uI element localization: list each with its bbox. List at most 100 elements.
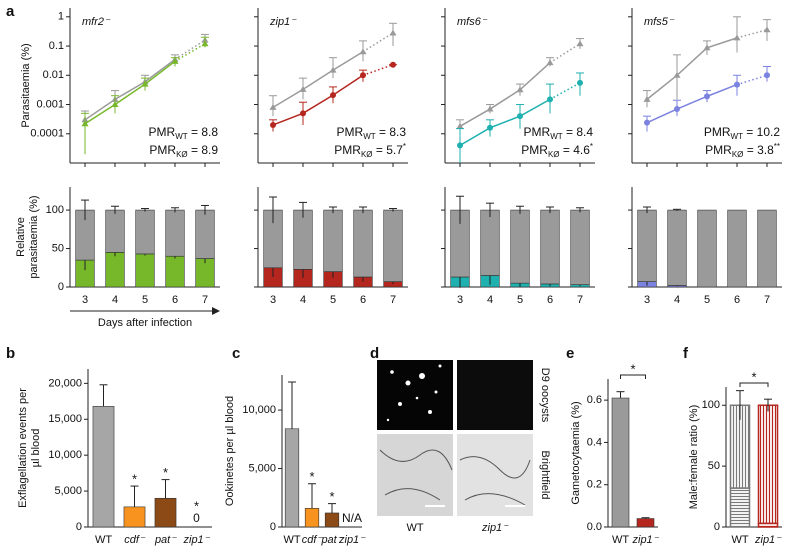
x-tick-label: 4 (112, 294, 118, 306)
bar-segment (135, 209, 155, 255)
x-tick-label: WT (283, 534, 300, 546)
marker (300, 110, 306, 117)
marker (299, 85, 307, 92)
panel-letter: e (566, 345, 574, 362)
significance: * (132, 472, 137, 487)
pmr-value: = 10.2 (743, 125, 780, 139)
y-axis-label: µl blood (30, 429, 42, 468)
pmr-significance: * (403, 142, 406, 151)
y-axis-label: Ookinetes per µl blood (224, 396, 236, 506)
bar-segment (195, 209, 215, 259)
chart-title: mfr2⁻ (82, 16, 111, 28)
fit-line (272, 74, 364, 126)
marker (733, 34, 741, 41)
y-tick-label: 0.001 (36, 98, 64, 110)
marker (81, 120, 89, 127)
bar-segment (757, 209, 777, 288)
x-tick-label: 3 (457, 294, 463, 306)
pmr-annotation: PMRWT = 8.3 (337, 125, 407, 141)
value-label: 0 (193, 511, 200, 525)
marker (673, 71, 681, 78)
bar-segment (637, 209, 657, 282)
marker (201, 40, 209, 47)
error-bar (161, 479, 170, 499)
panel-letter: f (683, 345, 689, 362)
marker (329, 66, 337, 73)
x-tick-label: zip1⁻ (632, 534, 660, 546)
error-bar (546, 206, 554, 214)
arrow-head (212, 307, 220, 315)
bar-segment (510, 209, 530, 284)
x-tick-label: 6 (547, 294, 553, 306)
fit-line (84, 60, 176, 125)
significance: * (194, 498, 199, 513)
marker (517, 113, 523, 120)
extrapolated-line (362, 63, 394, 76)
marker (734, 81, 740, 88)
error-bar (81, 112, 89, 155)
marker (576, 40, 584, 47)
error-bar (81, 199, 89, 221)
error-bar (328, 503, 336, 513)
error-bar (486, 202, 494, 217)
marker (457, 142, 463, 149)
extrapolated-line (736, 74, 768, 86)
error-bar (616, 391, 625, 399)
marker (547, 96, 553, 103)
x-tick-label: 7 (577, 294, 583, 306)
marker (171, 57, 179, 64)
y-axis-label: Relative (15, 217, 27, 257)
pmr-value: = 8.4 (563, 125, 594, 139)
bar-segment (105, 209, 125, 253)
x-tick-label: 4 (674, 294, 680, 306)
significance: * (163, 465, 168, 480)
pmr-value: = 3.8 (743, 143, 774, 157)
marker (359, 48, 367, 55)
extrapolated-line (174, 39, 206, 61)
extrapolated-line (549, 43, 581, 64)
error-bar (130, 485, 139, 507)
y-tick-label: 0.2 (587, 479, 602, 491)
comparison-bracket (620, 374, 646, 379)
image-wt-brightfield (377, 434, 453, 516)
fit-line (459, 62, 551, 127)
y-axis-label: parasitaemia (%) (28, 195, 40, 278)
column-label: WT (406, 522, 423, 534)
y-tick-label: 1 (58, 11, 64, 23)
pmr-annotation: PMRWT = 8.8 (149, 125, 219, 141)
y-tick-label: 10,000 (242, 404, 276, 416)
pmr-label: PMR (149, 143, 176, 157)
column-label: zip1⁻ (481, 522, 509, 534)
marker (389, 29, 397, 36)
marker (674, 106, 680, 113)
chart-title: mfs6⁻ (457, 16, 488, 28)
x-tick-label: cdf⁻ (124, 534, 146, 546)
midgut-texture (379, 449, 531, 506)
pmr-significance: ** (774, 142, 780, 151)
pmr-value: = 8.8 (188, 125, 219, 139)
error-bar (643, 206, 651, 214)
fit-line (272, 51, 364, 108)
y-axis-label: Male:female ratio (%) (688, 405, 700, 510)
error-bar (111, 205, 119, 214)
bar-segment (570, 209, 590, 285)
pmr-subscript: KØ (176, 150, 188, 159)
marker (360, 72, 366, 79)
bar-segment (540, 209, 560, 285)
bar-segment (697, 209, 717, 288)
error-bar (329, 206, 337, 214)
comparison-significance: * (630, 361, 635, 376)
comparison-significance: * (751, 369, 756, 384)
panel-letter: a (6, 3, 15, 20)
error-bar (516, 205, 524, 214)
pmr-value: = 5.7 (373, 143, 404, 157)
image-zip1-oocysts (457, 360, 533, 430)
x-tick-label: 3 (270, 294, 276, 306)
y-tick-label: 50 (52, 242, 64, 254)
marker (270, 121, 276, 128)
error-bar (269, 196, 277, 224)
pmr-label: PMR (521, 143, 548, 157)
pmr-annotation: PMRKØ = 8.9 (149, 143, 218, 159)
pmr-label: PMR (705, 143, 732, 157)
error-bar (299, 201, 307, 218)
